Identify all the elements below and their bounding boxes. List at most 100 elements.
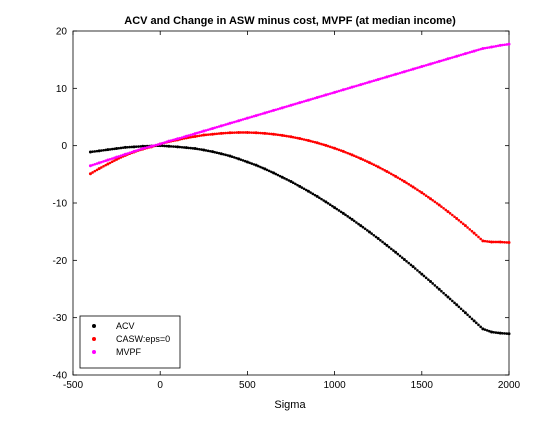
data-point-interp <box>215 132 219 136</box>
data-point <box>394 174 398 178</box>
data-point <box>237 157 241 161</box>
data-point-interp <box>398 177 402 181</box>
data-point-interp <box>435 202 439 205</box>
data-point-interp <box>283 176 286 180</box>
data-point-interp <box>204 133 208 137</box>
data-point-interp <box>259 165 262 169</box>
data-point-interp <box>381 240 384 244</box>
data-point <box>394 250 398 254</box>
data-point <box>245 160 249 164</box>
legend: ACV CASW:eps=0 MVPF <box>79 315 181 369</box>
data-point <box>88 150 92 154</box>
data-point-interp <box>422 274 426 278</box>
data-point-interp <box>300 137 304 141</box>
data-point-interp <box>191 147 195 150</box>
data-point-interp <box>379 238 382 242</box>
data-point-interp <box>222 131 225 135</box>
data-point-interp <box>180 145 184 149</box>
data-point-interp <box>126 145 129 149</box>
data-point-interp <box>405 69 408 73</box>
data-point-interp <box>226 131 230 135</box>
data-point-interp <box>494 44 498 48</box>
y-tick-label: -10 <box>53 199 68 210</box>
data-point-interp <box>427 195 430 199</box>
data-point-interp <box>309 139 312 143</box>
data-point-interp <box>267 169 271 173</box>
data-point <box>263 131 267 135</box>
data-point-interp <box>366 81 369 84</box>
data-point-interp <box>304 188 308 192</box>
data-point <box>202 129 206 133</box>
data-point-interp <box>287 179 291 182</box>
data-point-interp <box>361 225 365 229</box>
data-point-interp <box>300 100 304 104</box>
data-point-interp <box>383 169 387 172</box>
data-point <box>490 45 494 49</box>
data-point <box>132 149 136 153</box>
data-point <box>123 145 127 149</box>
data-point-interp <box>278 174 282 178</box>
data-point-interp <box>174 145 177 148</box>
data-point-interp <box>187 134 190 137</box>
data-point <box>324 143 328 147</box>
data-point-interp <box>433 200 437 204</box>
data-point <box>429 62 433 66</box>
data-point-interp <box>372 163 376 167</box>
y-tick-label: -20 <box>53 256 68 267</box>
data-point-interp <box>470 229 474 233</box>
data-point-interp <box>257 131 260 135</box>
data-point-interp <box>265 168 269 172</box>
data-point <box>315 96 319 100</box>
data-point-interp <box>265 132 269 135</box>
data-point <box>176 137 180 141</box>
data-point-interp <box>328 203 332 207</box>
data-point-interp <box>213 126 216 130</box>
data-point-interp <box>475 321 478 325</box>
data-point <box>420 191 424 195</box>
data-point-interp <box>274 172 278 176</box>
data-point-interp <box>222 123 225 127</box>
data-point-interp <box>457 218 461 222</box>
data-point-interp <box>337 148 341 152</box>
legend-marker <box>92 324 96 328</box>
data-point <box>202 133 206 137</box>
data-point-interp <box>226 154 230 157</box>
data-point-interp <box>108 148 112 151</box>
data-point <box>437 203 441 207</box>
data-point-interp <box>180 136 184 139</box>
data-point-interp <box>257 113 260 117</box>
data-point-interp <box>405 181 408 185</box>
data-point-interp <box>398 254 402 258</box>
data-point-interp <box>163 144 166 148</box>
data-point-interp <box>239 118 243 122</box>
data-point <box>376 237 380 241</box>
data-point-interp <box>265 111 269 114</box>
data-point <box>420 272 424 276</box>
data-point-interp <box>488 240 491 243</box>
data-point-interp <box>453 215 456 219</box>
data-point-interp <box>100 166 103 169</box>
data-point-interp <box>444 208 448 212</box>
data-point-interp <box>276 173 280 177</box>
data-point <box>411 265 415 269</box>
series-acv <box>88 144 511 336</box>
x-tick-label: 1500 <box>411 380 434 391</box>
x-tick-label: -500 <box>63 380 83 391</box>
data-point-interp <box>494 240 498 244</box>
data-point-interp <box>313 96 317 100</box>
data-point <box>315 194 319 198</box>
data-point <box>333 146 337 150</box>
data-point-interp <box>187 136 190 139</box>
data-point-interp <box>442 58 445 62</box>
data-point-interp <box>130 150 134 154</box>
data-point-interp <box>200 134 203 137</box>
data-point <box>394 72 398 76</box>
data-point-interp <box>396 72 400 75</box>
data-point-interp <box>448 212 452 215</box>
data-point <box>280 133 284 137</box>
data-point-interp <box>294 182 297 186</box>
data-point <box>341 149 345 153</box>
data-point-interp <box>468 228 472 231</box>
data-point-interp <box>320 94 323 98</box>
